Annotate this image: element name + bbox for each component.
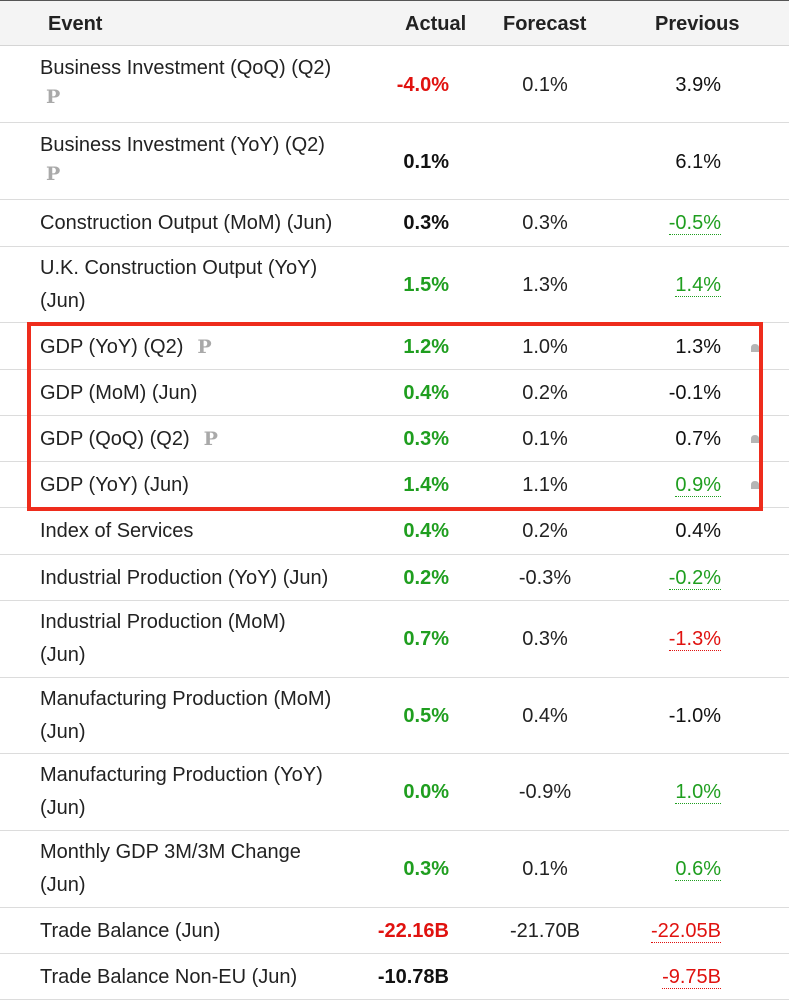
previous-value: 6.1% [675,151,721,173]
actual-value: 0.3% [403,428,449,450]
event-name[interactable]: Industrial Production (MoM) (Jun) [40,611,286,666]
previous-value: 0.4% [675,520,721,542]
event-name[interactable]: Industrial Production (YoY) (Jun) [40,567,329,589]
table-header: Event Actual Forecast Previous [0,0,789,46]
actual-value: 1.2% [403,336,449,358]
forecast-value: 0.2% [522,382,568,404]
event-name[interactable]: Business Investment (YoY) (Q2) P [40,134,325,185]
table-row[interactable]: Industrial Production (YoY) (Jun) 0.2% -… [0,555,789,601]
column-header-actual[interactable]: Actual [405,13,467,35]
previous-value: 1.3% [675,336,721,358]
forecast-value: 0.4% [522,705,568,727]
event-name[interactable]: GDP (QoQ) (Q2) P [40,428,218,450]
actual-value: -10.78B [377,966,449,988]
table-row[interactable]: Trade Balance Non-EU (Jun) -10.78B -9.75… [0,954,789,1000]
table-row[interactable]: Manufacturing Production (MoM) (Jun) 0.5… [0,678,789,754]
previous-value: 0.6% [675,858,721,881]
forecast-value: 1.3% [522,274,568,296]
event-name[interactable]: Trade Balance Non-EU (Jun) [40,966,298,988]
table-row[interactable]: GDP (QoQ) (Q2) P 0.3% 0.1% 0.7% [0,416,789,462]
event-name[interactable]: Monthly GDP 3M/3M Change (Jun) [40,841,301,896]
bell-icon[interactable] [748,434,762,444]
previous-value: 1.0% [675,781,721,804]
table-row[interactable]: Construction Output (MoM) (Jun) 0.3% 0.3… [0,200,789,247]
preliminary-badge-icon: P [197,336,212,358]
previous-value: -9.75B [662,966,721,989]
previous-value: -0.5% [668,212,721,235]
actual-value: 0.2% [403,567,449,589]
actual-value: 0.0% [403,781,449,803]
table-row[interactable]: Business Investment (YoY) (Q2) P 0.1% 6.… [0,123,789,200]
event-name[interactable]: GDP (YoY) (Q2) P [40,336,212,358]
event-name[interactable]: Trade Balance (Jun) [40,920,221,942]
column-header-previous[interactable]: Previous [655,13,740,35]
bell-icon[interactable] [748,343,762,353]
table-row[interactable]: Manufacturing Production (YoY) (Jun) 0.0… [0,754,789,831]
actual-value: 0.1% [403,151,449,173]
column-header-event[interactable]: Event [48,13,103,35]
table-row[interactable]: Index of Services 0.4% 0.2% 0.4% [0,508,789,555]
actual-value: 0.3% [403,858,449,880]
previous-value: 0.9% [675,474,721,497]
preliminary-badge-icon: P [203,428,218,450]
actual-value: 0.7% [403,628,449,650]
event-name[interactable]: Construction Output (MoM) (Jun) [40,212,333,234]
table-row[interactable]: Monthly GDP 3M/3M Change (Jun) 0.3% 0.1%… [0,831,789,908]
actual-value: 0.4% [403,520,449,542]
previous-value: 0.7% [675,428,721,450]
actual-value: -4.0% [396,74,449,96]
table-row[interactable]: GDP (YoY) (Jun) 1.4% 1.1% 0.9% [0,462,789,508]
event-name[interactable]: GDP (YoY) (Jun) [40,474,189,496]
actual-value: 1.4% [403,474,449,496]
previous-value: -1.3% [668,628,721,651]
previous-value: -0.1% [668,382,721,404]
event-name[interactable]: GDP (MoM) (Jun) [40,382,198,404]
forecast-value: 0.3% [522,628,568,650]
forecast-value: 1.0% [522,336,568,358]
table-row[interactable]: U.K. Construction Output (YoY) (Jun) 1.5… [0,247,789,323]
bell-icon[interactable] [748,480,762,490]
event-name[interactable]: Index of Services [40,520,194,542]
preliminary-badge-icon: P [46,163,61,185]
forecast-value: 0.3% [522,212,568,234]
previous-value: -0.2% [668,567,721,590]
forecast-value: -0.9% [518,781,572,803]
table-row[interactable]: GDP (MoM) (Jun) 0.4% 0.2% -0.1% [0,370,789,416]
forecast-value: 0.1% [522,74,568,96]
table-row[interactable]: Business Investment (QoQ) (Q2) P -4.0% 0… [0,46,789,123]
event-name[interactable]: Business Investment (QoQ) (Q2) P [40,57,332,108]
previous-value: -22.05B [650,920,721,943]
previous-value: -1.0% [668,705,721,727]
gdp-highlight-box [27,322,763,511]
forecast-value: -21.70B [509,920,581,942]
preliminary-badge-icon: P [46,86,61,108]
forecast-value: 0.2% [522,520,568,542]
forecast-value: -0.3% [518,567,572,589]
event-name[interactable]: U.K. Construction Output (YoY) (Jun) [40,257,318,312]
actual-value: 0.3% [403,212,449,234]
event-name[interactable]: Manufacturing Production (YoY) (Jun) [40,764,323,819]
actual-value: 0.5% [403,705,449,727]
actual-value: 0.4% [403,382,449,404]
table-row[interactable]: Industrial Production (MoM) (Jun) 0.7% 0… [0,601,789,678]
table-row[interactable]: GDP (YoY) (Q2) P 1.2% 1.0% 1.3% [0,323,789,370]
event-name[interactable]: Manufacturing Production (MoM) (Jun) [40,688,332,743]
previous-value: 3.9% [675,74,721,96]
previous-value: 1.4% [675,274,721,297]
actual-value: 1.5% [403,274,449,296]
forecast-value: 1.1% [522,474,568,496]
column-header-forecast[interactable]: Forecast [503,13,587,35]
actual-value: -22.16B [377,920,449,942]
forecast-value: 0.1% [522,858,568,880]
forecast-value: 0.1% [522,428,568,450]
table-row[interactable]: Trade Balance (Jun) -22.16B -21.70B -22.… [0,908,789,954]
